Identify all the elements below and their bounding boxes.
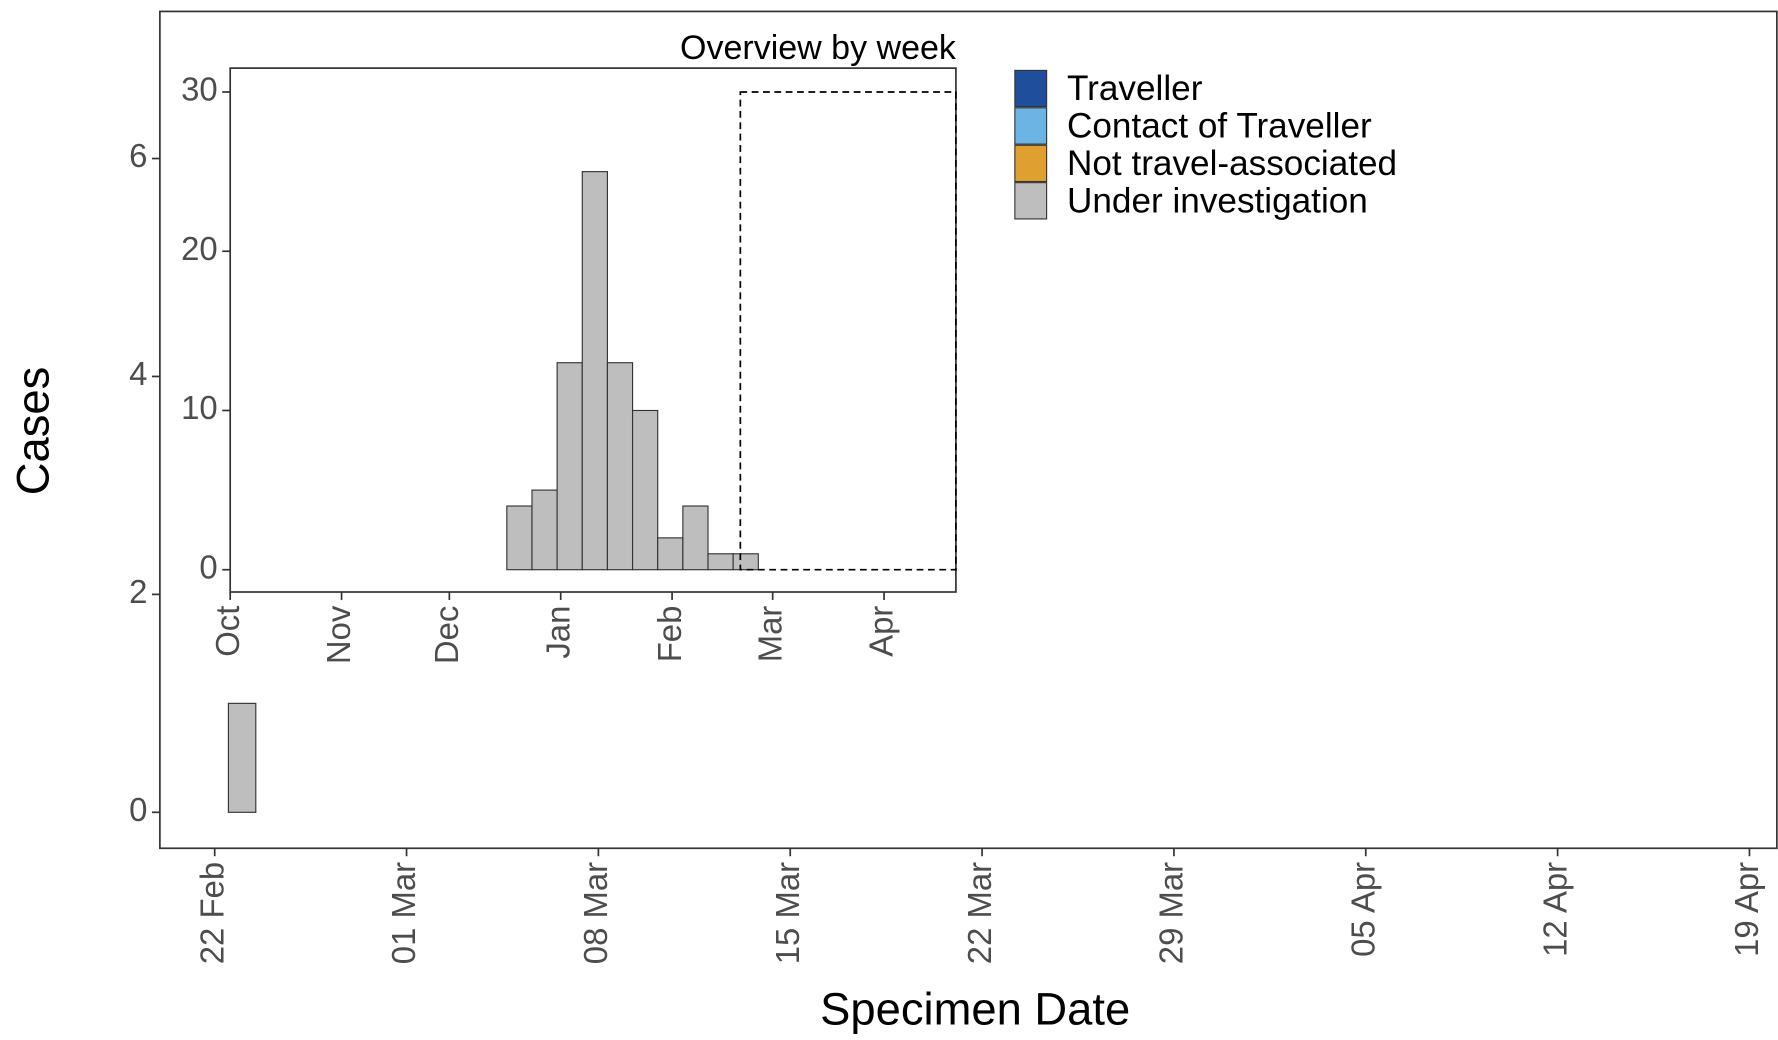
y-tick-label: 30 — [181, 71, 218, 108]
x-tick-label: 15 Mar — [769, 862, 806, 964]
legend-label: Not travel-associated — [1067, 144, 1397, 183]
legend-label: Contact of Traveller — [1067, 107, 1372, 146]
x-tick-label: 29 Mar — [1153, 862, 1190, 964]
legend-swatch — [1014, 144, 1048, 183]
bar — [657, 537, 684, 571]
x-tick-label: 01 Mar — [385, 862, 422, 964]
x-axis-title: Specimen Date — [820, 984, 1130, 1035]
y-axis-title: Cases — [7, 367, 58, 496]
x-tick-label: Oct — [209, 606, 246, 657]
x-tick-label: Dec — [428, 606, 465, 664]
bar — [531, 489, 558, 571]
x-tick-label: 08 Mar — [577, 862, 614, 964]
legend-swatch — [1014, 182, 1048, 220]
x-tick-label: Mar — [751, 606, 788, 663]
x-tick-label: 05 Apr — [1344, 862, 1381, 957]
inset-title: Overview by week — [680, 29, 957, 67]
x-tick-label: 12 Apr — [1536, 862, 1573, 957]
x-tick-label: Jan — [539, 606, 576, 659]
bar — [606, 362, 634, 571]
bar — [227, 702, 257, 813]
legend-swatch — [1014, 69, 1048, 108]
legend-label: Under investigation — [1067, 181, 1368, 220]
bar — [707, 553, 734, 571]
x-tick-label: 19 Apr — [1728, 862, 1765, 957]
y-tick-label: 0 — [129, 791, 147, 828]
panel-border — [159, 10, 1778, 850]
bar — [732, 553, 759, 571]
y-tick-label: 0 — [199, 548, 217, 585]
x-tick-label: Nov — [320, 605, 357, 664]
legend-label: Traveller — [1067, 69, 1203, 108]
bar — [581, 171, 608, 571]
x-tick-label: 22 Feb — [193, 862, 230, 964]
bar — [556, 362, 583, 571]
legend-swatch — [1014, 107, 1048, 145]
bar — [682, 505, 709, 571]
y-tick-label: 2 — [129, 573, 147, 610]
y-tick-label: 6 — [129, 137, 147, 174]
zoom-box — [739, 91, 957, 571]
y-tick-label: 4 — [129, 355, 147, 392]
bar — [506, 505, 533, 571]
x-tick-label: Apr — [863, 606, 900, 657]
bar — [631, 409, 659, 571]
y-tick-label: 20 — [181, 230, 218, 267]
x-tick-label: 22 Mar — [961, 862, 998, 964]
x-tick-label: Feb — [651, 606, 688, 663]
y-tick-label: 10 — [181, 389, 218, 426]
